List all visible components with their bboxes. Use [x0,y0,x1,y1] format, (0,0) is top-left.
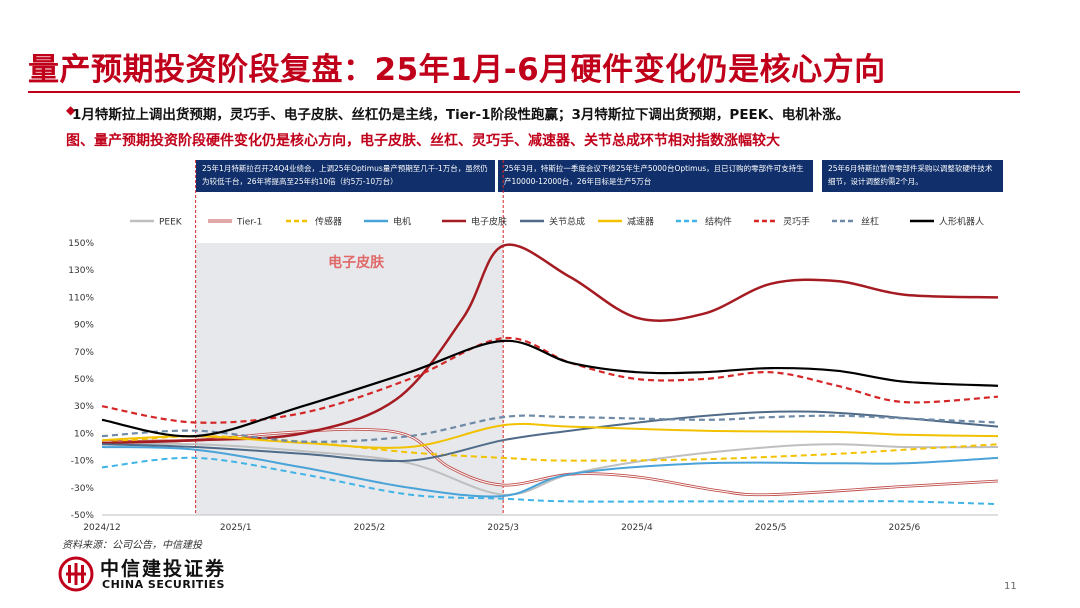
y-tick-label: 50% [74,375,94,385]
summary-bullet: 1月特斯拉上调出货预期，灵巧手、电子皮肤、丝杠仍是主线，Tier-1阶段性跑赢；… [72,107,850,123]
x-tick-label: 2025/3 [487,523,519,533]
legend-label: 传感器 [315,216,342,228]
x-tick-label: 2025/4 [621,523,653,533]
note-march: 25年3月，特斯拉一季度会议下修25年生产5000台Optimus，且已订购的零… [498,160,813,192]
series-line-5 [101,410,999,463]
annotation-label: 电子皮肤 [328,254,385,271]
x-tick-label: 2025/2 [354,523,386,533]
legend-label: 关节总成 [549,216,585,228]
logo-english-name: CHINA SECURITIES [102,578,225,591]
series-line-3 [101,446,999,498]
legend-label: 灵巧手 [783,216,810,228]
y-tick-label: 10% [74,429,94,439]
bullet-diamond-icon: ◆ [66,103,76,117]
legend-label: 结构件 [705,216,732,228]
legend-label: Tier-1 [236,218,262,228]
series-line-4 [101,243,999,445]
y-tick-label: 130% [68,266,94,276]
series-line-10 [101,339,999,438]
legend-label: 丝杠 [861,216,879,228]
x-tick-label: 2025/1 [220,523,252,533]
y-tick-label: 150% [68,239,94,249]
y-tick-label: 90% [74,321,94,331]
y-tick-label: -50% [71,511,95,521]
logo-chinese-name: 中信建投证券 [100,558,227,580]
legend-label: 电机 [393,216,411,228]
y-tick-label: -30% [71,484,95,494]
chart-caption: 图、量产预期投资阶段硬件变化仍是核心方向，电子皮肤、丝杠、灵巧手、减速器、关节总… [66,133,780,149]
series-line-9 [101,414,999,443]
note-january: 25年1月特斯拉召开24Q4业绩会，上调25年Optimus量产预期至几千-1万… [196,160,495,192]
source-note: 资料来源：公司公告，中信建投 [62,540,202,551]
page-number: 11 [1004,581,1017,592]
series-line-2 [101,435,999,462]
series-line-1-inner [101,428,999,496]
y-tick-label: 30% [74,402,94,412]
legend-label: 减速器 [627,216,654,228]
y-tick-label: 70% [74,348,94,358]
y-tick-label: -10% [71,457,95,467]
shaded-period [195,243,504,515]
note-june: 25年6月特斯拉暂停零部件采购以调整软硬件技术细节，设计调整约需2个月。 [822,160,1003,192]
legend-label: 电子皮肤 [471,216,507,228]
legend-label: PEEK [159,218,183,228]
china-securities-logo-icon [58,556,94,592]
x-tick-label: 2024/12 [83,523,120,533]
series-line-6 [101,422,999,449]
title-divider [28,91,1020,93]
legend-label: 人形机器人 [939,216,984,228]
x-tick-label: 2025/5 [755,523,787,533]
x-tick-label: 2025/6 [889,523,921,533]
y-tick-label: 110% [68,293,94,303]
page-title: 量产预期投资阶段复盘：25年1月-6月硬件变化仍是核心方向 [28,52,886,88]
